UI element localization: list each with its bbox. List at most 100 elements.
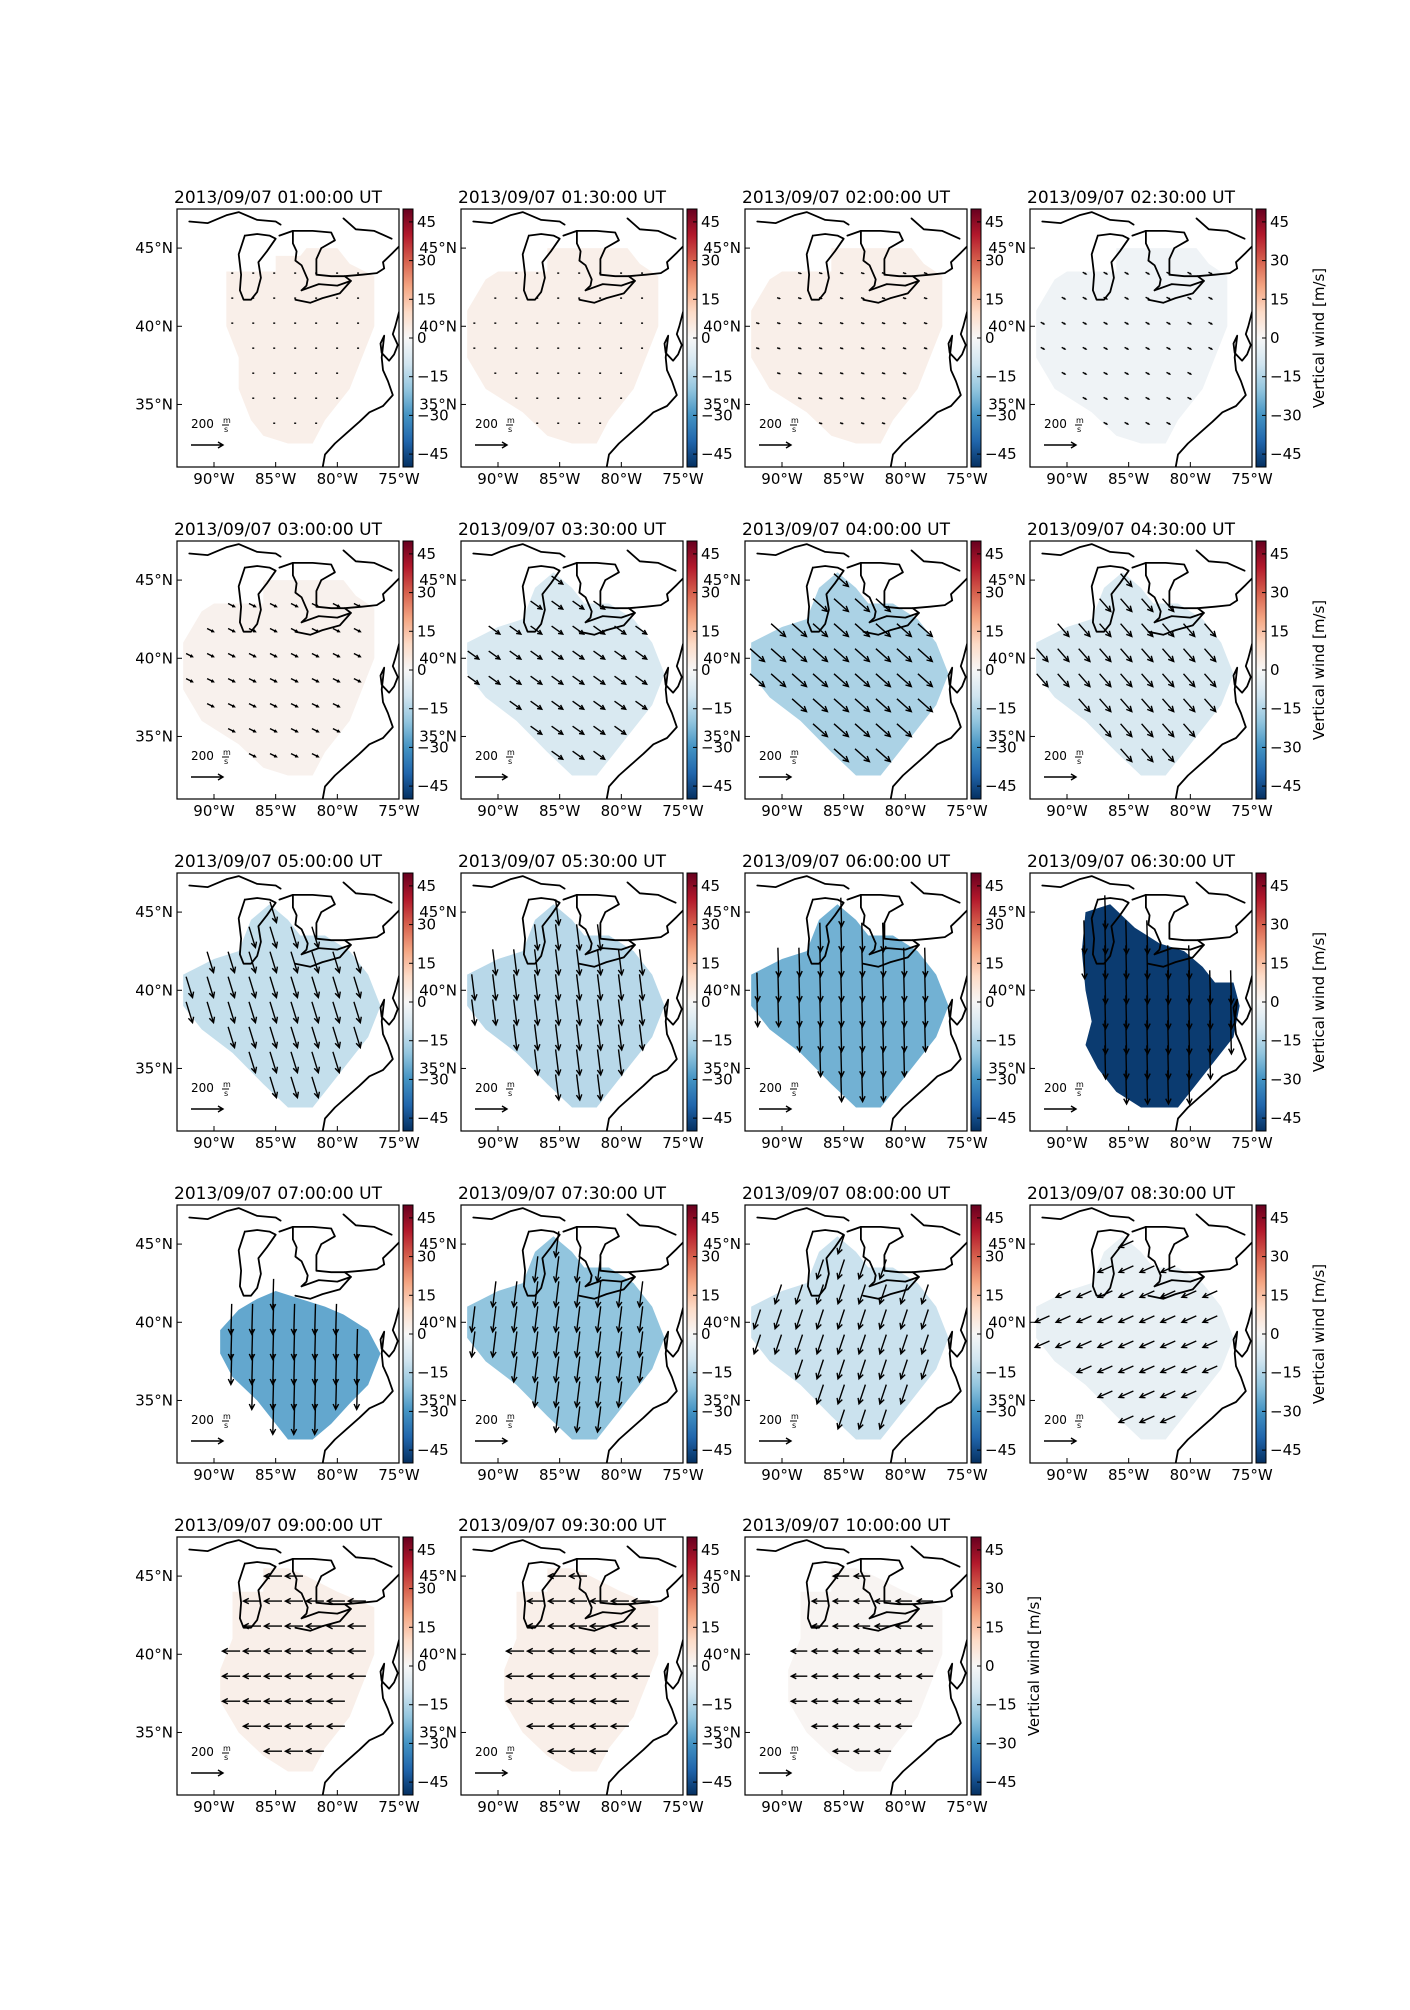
wind-arrow — [794, 1309, 804, 1331]
wind-arrow — [854, 698, 871, 713]
wind-arrow — [283, 1672, 303, 1680]
lon-tick-label: 85°W — [255, 802, 297, 820]
wind-arrow — [860, 272, 866, 275]
quiver-key-label: 200 — [475, 417, 498, 431]
wind-arrow — [311, 1051, 321, 1075]
wind-arrow — [881, 322, 886, 325]
wind-arrow — [227, 602, 236, 608]
coastline — [576, 1558, 636, 1620]
colorbar-tick-label: −15 — [985, 1364, 1017, 1382]
wind-arrow — [290, 1026, 300, 1050]
wind-arrow — [325, 1672, 345, 1680]
wind-arrow — [1099, 723, 1112, 738]
lon-tick-label: 90°W — [1046, 802, 1088, 820]
wind-arrow — [185, 652, 194, 658]
colorbar-tick-label: 30 — [985, 1580, 1004, 1598]
wind-arrow — [838, 1072, 845, 1104]
wind-arrow — [512, 949, 520, 977]
wind-arrow — [894, 1723, 913, 1730]
colorbar-tick-label: −30 — [417, 1070, 449, 1088]
colorbar-tick-label: 30 — [417, 1248, 436, 1266]
panel-title: 2013/09/07 10:00:00 UT — [742, 1516, 951, 1536]
wind-arrow — [332, 1026, 341, 1050]
coastline — [521, 1229, 561, 1297]
coastline — [846, 230, 877, 292]
wind-arrow — [797, 347, 803, 350]
colorbar-tick-label: 45 — [701, 877, 720, 895]
map-panel: 2013/09/07 10:00:00 UT 200 ms 90°W 85°W 80°W… — [742, 1516, 1043, 1816]
wind-arrow — [227, 1001, 237, 1025]
wind-arrow — [525, 1697, 545, 1705]
wind-arrow — [773, 1284, 783, 1306]
colorbar-tick-label: −15 — [1270, 700, 1302, 718]
wind-arrow — [593, 675, 606, 686]
coastline — [626, 217, 677, 240]
quiver-key-unit-num: m — [507, 1744, 515, 1753]
wind-arrow — [573, 1356, 581, 1384]
lon-tick-label: 85°W — [823, 1798, 865, 1816]
wind-arrow — [552, 1306, 560, 1334]
wind-arrow — [921, 1022, 929, 1054]
wind-arrow — [596, 949, 604, 977]
coastline — [1147, 1276, 1205, 1300]
wind-arrow — [596, 1024, 604, 1052]
wind-arrow — [311, 652, 320, 658]
coastline — [627, 577, 683, 610]
wind-arrow — [878, 1384, 887, 1406]
map-panel: 2013/09/07 01:00:00 UT 200 ms 90°W 85°W 80°W… — [135, 188, 457, 488]
wind-arrow — [525, 1722, 545, 1730]
wind-arrow — [836, 1359, 846, 1381]
coastline — [805, 1561, 845, 1629]
wind-arrow — [923, 272, 928, 275]
lon-tick-label: 75°W — [662, 1798, 704, 1816]
wind-arrow — [1120, 748, 1133, 763]
colorbar-tick-label: −45 — [1270, 445, 1302, 463]
wind-arrow — [1145, 371, 1151, 375]
wind-arrow — [325, 1597, 345, 1605]
wind-arrow — [269, 602, 278, 608]
wind-arrow — [815, 1284, 825, 1306]
wind-arrow — [857, 1284, 867, 1306]
wind-arrow — [609, 1672, 629, 1680]
wind-arrow — [836, 1384, 846, 1406]
coastline — [321, 975, 399, 1131]
wind-arrow — [325, 1647, 345, 1655]
wind-arrow — [262, 1672, 282, 1680]
lat-tick-label: 40°N — [419, 649, 457, 667]
coastline — [627, 1573, 683, 1606]
coastline — [342, 1213, 393, 1236]
wind-arrow — [630, 1622, 650, 1630]
lon-tick-label: 80°W — [601, 1798, 643, 1816]
wind-arrow — [546, 1597, 566, 1605]
quiver-key-unit-num: m — [1076, 748, 1084, 757]
colorbar-tick-label: 30 — [1270, 252, 1289, 270]
wind-arrow — [776, 322, 781, 325]
map-frame — [176, 1204, 400, 1464]
wind-arrow — [836, 1259, 846, 1281]
wind-arrow — [1138, 1365, 1155, 1374]
lon-tick-label: 75°W — [946, 1798, 988, 1816]
colorbar-tick-label: 0 — [985, 329, 995, 347]
wind-arrow — [1103, 346, 1109, 350]
lat-tick-label: 40°N — [988, 981, 1026, 999]
quiver-key-arrow — [191, 1105, 225, 1113]
colorbar-tick-label: 15 — [701, 290, 720, 308]
coastline — [911, 245, 967, 278]
lon-tick-label: 85°W — [823, 1134, 865, 1152]
lon-tick-label: 90°W — [761, 802, 803, 820]
lon-tick-label: 90°W — [1046, 1466, 1088, 1484]
coastline — [1090, 897, 1130, 965]
map-frame — [460, 1204, 684, 1464]
colorbar-tick-label: 30 — [417, 1580, 436, 1598]
quiver-key-arrow — [1044, 441, 1078, 449]
coastline — [188, 1207, 282, 1222]
wind-arrow — [575, 999, 583, 1027]
wind-arrow — [1078, 698, 1091, 713]
colorbar-tick-label: 45 — [701, 1209, 720, 1227]
wind-arrow — [530, 675, 544, 686]
wind-arrow — [1117, 1315, 1134, 1324]
colorbar-tick-label: −45 — [417, 1109, 449, 1127]
wind-arrow — [220, 1697, 241, 1705]
wind-arrow — [594, 1381, 602, 1409]
wind-arrow — [290, 1076, 300, 1100]
